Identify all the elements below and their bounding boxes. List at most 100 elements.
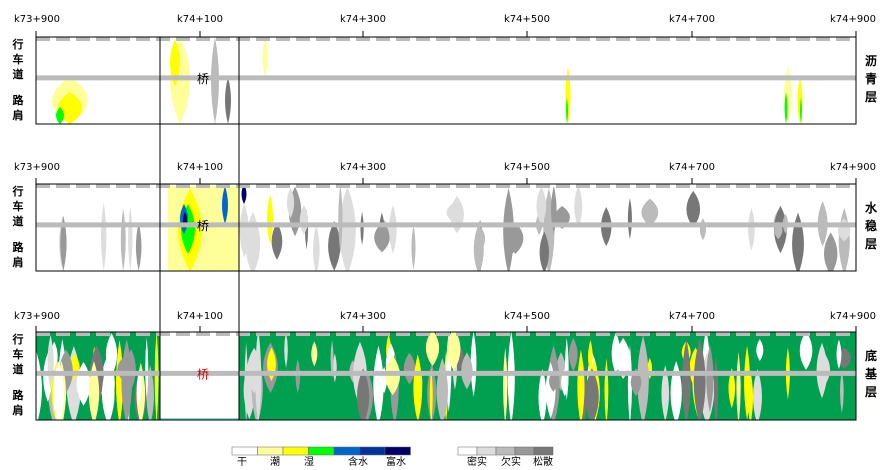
density-patch xyxy=(244,341,248,420)
moisture-legend-label: 潮 xyxy=(270,455,280,466)
panel-background xyxy=(36,37,856,124)
moisture-legend-label: 富水 xyxy=(386,455,406,466)
density-patch xyxy=(330,340,334,379)
station-label: k74+100 xyxy=(177,162,223,173)
moisture-patch xyxy=(447,332,461,371)
lane-label-driving: 车 xyxy=(13,199,24,213)
moisture-swatch xyxy=(308,446,335,456)
station-label: k74+300 xyxy=(340,311,386,322)
density-swatch xyxy=(514,446,535,456)
station-label: k73+900 xyxy=(14,311,60,322)
panel-frame xyxy=(35,36,857,125)
panel-frame xyxy=(35,183,857,272)
lane-label-driving: 道 xyxy=(13,362,24,376)
moisture-patch xyxy=(728,367,736,409)
density-patch xyxy=(389,204,397,254)
station-label: k74+900 xyxy=(830,14,876,25)
layer-name: 沥 xyxy=(865,54,877,68)
lane-label-shoulder: 路 xyxy=(13,388,25,402)
station-label: k74+500 xyxy=(504,162,550,173)
lane-label-driving: 行 xyxy=(12,184,24,198)
lane-label-shoulder: 肩 xyxy=(13,403,24,417)
layer-name: 青 xyxy=(865,71,877,86)
density-patch xyxy=(60,215,67,271)
lane-label-driving: 车 xyxy=(13,52,24,66)
moisture-patch xyxy=(566,97,568,124)
density-patch xyxy=(360,211,364,246)
density-patch xyxy=(816,342,828,399)
density-swatch xyxy=(457,446,478,456)
moisture-patch xyxy=(425,332,440,367)
density-patch xyxy=(477,227,486,251)
station-label: k73+900 xyxy=(14,14,60,25)
density-patch xyxy=(568,337,578,372)
bridge-label: 桥 xyxy=(197,367,209,381)
density-legend: 密实 欠实 松散 xyxy=(457,446,554,468)
density-patch xyxy=(271,222,283,260)
lane-label-shoulder: 肩 xyxy=(13,108,24,122)
density-patch xyxy=(225,77,231,124)
station-label: k74+700 xyxy=(669,14,715,25)
density-patch xyxy=(339,186,356,271)
station-label: k74+700 xyxy=(669,311,715,322)
moisture-patch xyxy=(267,194,273,244)
moisture-patch xyxy=(611,332,621,375)
station-label: k74+900 xyxy=(830,311,876,322)
moisture-patch xyxy=(170,39,180,87)
moisture-patch xyxy=(507,332,515,420)
moisture-patch xyxy=(154,332,159,420)
moisture-patch xyxy=(137,369,142,406)
lane-label-shoulder: 路 xyxy=(13,240,25,254)
moisture-swatch xyxy=(359,446,386,456)
density-patch xyxy=(823,232,838,271)
density-patch xyxy=(403,352,416,385)
station-label: k74+900 xyxy=(830,162,876,173)
layer-name: 层 xyxy=(865,237,877,251)
density-patch xyxy=(682,339,691,420)
moisture-patch xyxy=(311,341,318,367)
density-patch xyxy=(641,198,659,226)
density-patch xyxy=(374,222,390,253)
moisture-legend-label: 含水 xyxy=(348,455,368,466)
density-patch xyxy=(295,359,301,394)
lane-label-driving: 车 xyxy=(13,347,24,361)
lane-label-shoulder: 肩 xyxy=(13,255,24,269)
moisture-patch xyxy=(799,332,813,370)
panel-frame xyxy=(35,331,857,421)
moisture-patch xyxy=(373,345,384,420)
panel-content xyxy=(36,332,856,420)
moisture-patch xyxy=(800,97,802,124)
lane-label-shoulder: 路 xyxy=(13,93,25,107)
density-patch xyxy=(748,207,755,251)
layer-name: 底 xyxy=(865,348,877,363)
moisture-patch xyxy=(56,107,64,124)
layer-name: 层 xyxy=(865,385,877,399)
moisture-patch xyxy=(756,339,764,362)
density-legend-label: 松散 xyxy=(533,455,553,466)
moisture-swatch xyxy=(257,446,284,456)
lane-label-driving: 道 xyxy=(13,67,24,81)
density-patch xyxy=(551,185,557,234)
moisture-swatch xyxy=(231,446,258,456)
density-patch xyxy=(125,359,131,399)
station-label: k74+500 xyxy=(504,311,550,322)
moisture-patch xyxy=(58,92,82,124)
density-patch xyxy=(328,220,341,271)
moisture-swatch xyxy=(282,446,309,456)
density-patch xyxy=(627,197,632,240)
layer-name: 水 xyxy=(865,200,878,215)
moisture-patch xyxy=(102,362,115,420)
density-patch xyxy=(100,202,107,271)
density-patch xyxy=(312,225,320,271)
density-patch xyxy=(338,184,343,254)
moisture-legend-label: 湿 xyxy=(304,456,314,466)
bridge-lines xyxy=(159,37,240,420)
density-patch xyxy=(585,368,599,420)
density-legend-label: 欠实 xyxy=(501,455,521,466)
layer-panel-2: k73+900 k74+100 k74+300 k74+500 k74+700 k74+9… xyxy=(12,162,878,272)
density-patch xyxy=(146,365,155,420)
density-legend-label: 密实 xyxy=(467,455,487,466)
density-patch xyxy=(255,332,262,420)
moisture-patch xyxy=(222,186,228,224)
layer-panel-1: k73+900 k74+100 k74+300 k74+500 k74+700 k74+9… xyxy=(12,14,877,125)
